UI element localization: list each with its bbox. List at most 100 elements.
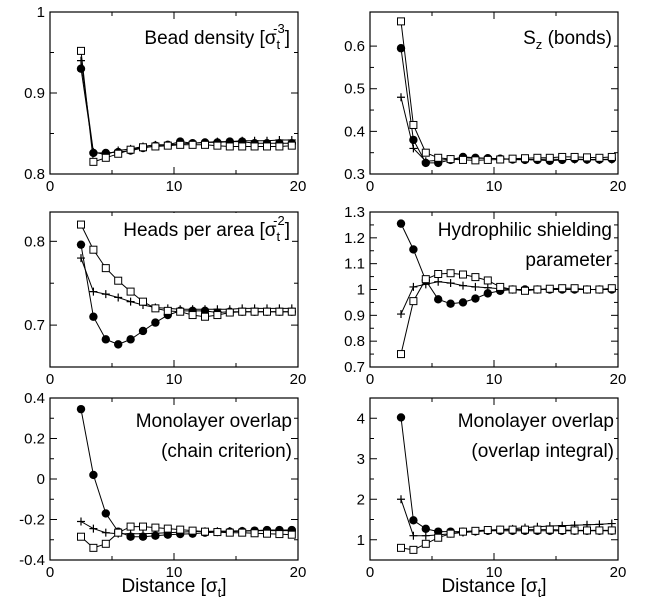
data-point-plus (397, 93, 405, 102)
chart-panel-1: 0 10 20 0.8 0.9 1 Bead density [σt-3] (24, 4, 306, 195)
data-point-square (151, 523, 160, 532)
data-point-circle (421, 524, 430, 534)
x-tick-label: 0 (366, 564, 374, 581)
title-background (469, 441, 616, 462)
data-point-circle (76, 240, 86, 249)
data-point-circle (458, 298, 468, 307)
y-tick-label: 0.4 (24, 390, 45, 407)
x-tick-label: 20 (610, 178, 627, 195)
data-point-square (275, 142, 284, 151)
title-background (159, 441, 294, 462)
data-point-circle (126, 335, 135, 344)
data-point-square (533, 153, 542, 162)
data-point-plus (139, 529, 147, 538)
x-tick-label: 0 (46, 564, 54, 581)
panel-title: Bead density [σt-3] (144, 21, 290, 52)
data-point-square (521, 286, 529, 295)
data-point-square (558, 526, 567, 535)
panel-title: Heads per area [σt-2] (123, 213, 290, 244)
data-point-plus (77, 56, 85, 65)
data-point-square (508, 154, 517, 163)
data-point-plus (434, 277, 443, 286)
y-tick-label: 0.9 (344, 307, 365, 324)
data-point-square (434, 533, 443, 542)
data-point-square (483, 276, 492, 285)
data-point-circle (76, 404, 86, 414)
data-point-square (483, 155, 492, 164)
panel-title: Monolayer overlap (136, 411, 292, 432)
data-point-circle (471, 294, 480, 303)
data-point-square (459, 270, 467, 279)
data-point-square (139, 522, 147, 531)
data-point-square (139, 297, 147, 306)
data-point-plus (409, 282, 418, 291)
panel-title: Monolayer overlap (458, 411, 614, 432)
data-point-square (595, 153, 604, 162)
x-tick-label: 10 (486, 371, 503, 388)
y-tick-label: -0.2 (19, 512, 45, 529)
y-tick-label: 0.8 (24, 233, 45, 250)
data-point-square (287, 141, 296, 150)
data-point-square (421, 539, 430, 548)
data-point-circle (101, 509, 111, 518)
data-point-square (545, 525, 554, 534)
data-point-square (421, 275, 430, 284)
data-point-square (508, 285, 517, 294)
data-point-square (77, 532, 85, 541)
data-point-plus (483, 283, 492, 292)
series-line-open-square (400, 272, 612, 355)
data-point-square (570, 526, 579, 535)
y-tick-label: 0.2 (24, 431, 45, 448)
x-tick-label: 0 (366, 178, 374, 195)
data-point-square (607, 526, 616, 535)
x-tick-label: 20 (290, 371, 307, 388)
data-point-square (521, 154, 529, 163)
data-point-square (114, 276, 123, 285)
data-point-square (101, 539, 110, 548)
data-point-square (201, 140, 209, 149)
data-point-square (213, 141, 222, 150)
data-point-square (250, 529, 259, 538)
data-point-square (287, 307, 296, 316)
data-point-circle (138, 326, 148, 336)
data-point-square (89, 543, 98, 552)
x-tick-label: 10 (166, 371, 183, 388)
data-point-square (188, 311, 197, 320)
data-point-square (139, 143, 147, 152)
data-point-plus (114, 293, 123, 302)
data-point-square (446, 529, 455, 538)
data-point-square (508, 525, 517, 534)
panel-title: Hydrophilic shielding (438, 220, 612, 241)
data-point-square (533, 285, 542, 294)
data-point-square (101, 153, 110, 162)
y-tick-label: 1.1 (344, 256, 365, 273)
y-tick-label: 0.5 (344, 81, 365, 98)
y-tick-label: 1.2 (344, 230, 365, 247)
y-tick-label: 2 (357, 491, 365, 508)
data-point-square (89, 245, 98, 254)
chart-panel-2: 0 10 20 0.3 0.4 0.5 0.6 Sz (bonds) (344, 11, 627, 195)
data-point-square (176, 307, 185, 316)
data-point-square (188, 140, 197, 149)
data-point-square (570, 152, 579, 161)
panel-title: (overlap integral) (471, 441, 614, 462)
data-point-plus (459, 281, 467, 290)
data-point-circle (483, 289, 492, 298)
data-point-square (397, 543, 405, 552)
data-point-plus (101, 290, 110, 299)
data-point-plus (397, 310, 405, 319)
data-point-square (201, 527, 209, 536)
data-point-circle (409, 245, 418, 254)
data-point-square (263, 307, 271, 316)
series-line-plus (80, 60, 292, 156)
data-point-square (213, 528, 222, 537)
data-point-square (607, 152, 616, 161)
series-line-plus (400, 97, 612, 162)
data-point-plus (409, 144, 418, 153)
data-point-plus (607, 519, 616, 528)
data-point-square (496, 525, 505, 534)
data-point-square (545, 284, 554, 293)
data-point-square (126, 287, 135, 296)
data-point-square (409, 120, 418, 129)
